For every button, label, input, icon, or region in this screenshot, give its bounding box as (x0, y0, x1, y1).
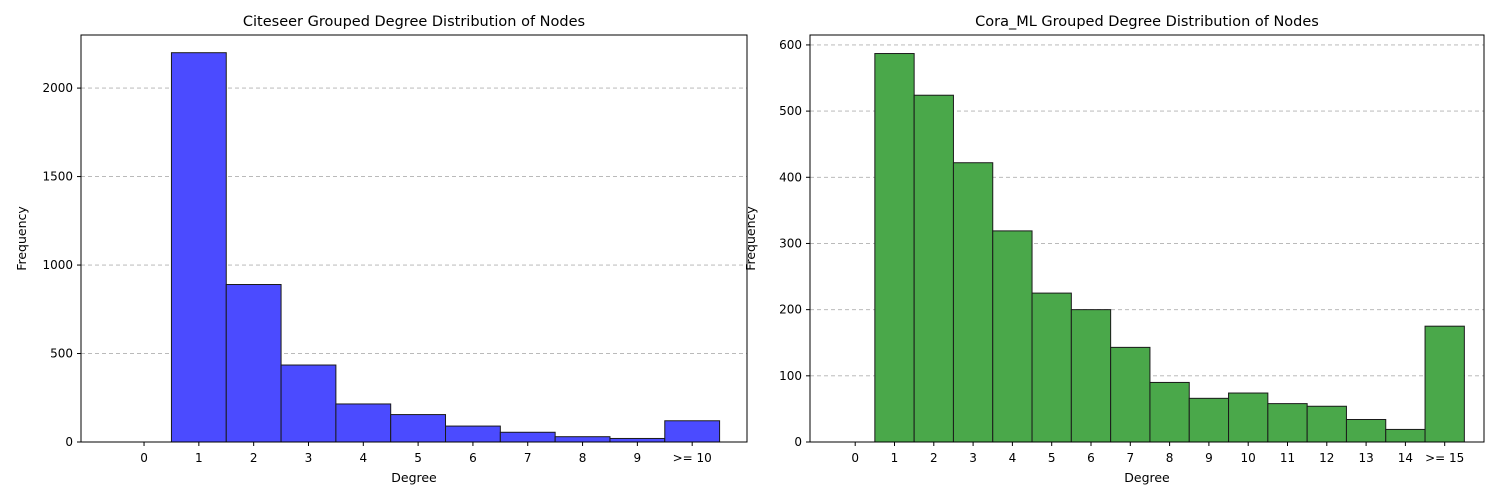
x-tick-label: 6 (469, 451, 477, 465)
x-tick-label: 3 (305, 451, 313, 465)
bar (1424, 325, 1465, 443)
x-tick-label: 11 (1280, 451, 1295, 465)
y-tick-label: 2000 (42, 81, 73, 95)
bar (1385, 428, 1426, 443)
x-tick-label: >= 15 (1425, 451, 1464, 465)
chart-citeseer: 0 1 2 3 4 5 6 7 8 9 >= 10 0 500 1000 1500 2000 Citeseer … (14, 14, 748, 485)
y-tick-label: 200 (779, 303, 802, 317)
bar (1228, 392, 1269, 443)
x-tick-label: 8 (579, 451, 587, 465)
x-tick-label: 0 (140, 451, 148, 465)
bar (1188, 397, 1230, 443)
bar (280, 364, 337, 443)
bar (390, 414, 447, 443)
bar (952, 162, 994, 443)
bar (992, 230, 1033, 443)
y-tick-label: 400 (779, 170, 802, 184)
x-tick-label: 2 (930, 451, 938, 465)
bar (499, 431, 556, 443)
axes-frame (809, 34, 1485, 443)
bar (1110, 346, 1151, 443)
chart-title: Citeseer Grouped Degree Distribution of … (243, 14, 585, 30)
bar (874, 53, 915, 443)
x-tick-label: 9 (1205, 451, 1213, 465)
x-tick-label: 5 (1048, 451, 1056, 465)
bar (1267, 403, 1308, 443)
x-tick-label: 4 (1009, 451, 1017, 465)
y-tick-label: 1500 (42, 170, 73, 184)
y-tick-label: 100 (779, 369, 802, 383)
y-tick-label: 500 (50, 347, 73, 361)
x-tick-label: >= 10 (673, 451, 712, 465)
x-tick-label: 7 (524, 451, 532, 465)
x-tick-label: 12 (1319, 451, 1334, 465)
x-tick-label: 3 (969, 451, 977, 465)
bar (664, 420, 721, 443)
x-tick-label: 0 (851, 451, 859, 465)
bar (170, 52, 227, 443)
x-tick-label: 1 (195, 451, 203, 465)
bar (1070, 309, 1112, 443)
bar (913, 94, 954, 443)
x-axis-label: Degree (391, 470, 437, 485)
bar (445, 425, 501, 443)
x-axis-label: Degree (1124, 470, 1170, 485)
y-tick-label: 0 (794, 435, 802, 449)
bar (225, 284, 282, 443)
x-tick-label: 2 (250, 451, 258, 465)
x-tick-label: 13 (1358, 451, 1373, 465)
bar (609, 437, 666, 443)
x-tick-label: 4 (359, 451, 367, 465)
y-tick-label: 0 (65, 435, 73, 449)
axes-frame (80, 34, 748, 443)
y-axis-label: Frequency (14, 206, 29, 271)
y-tick-label: 500 (779, 104, 802, 118)
x-tick-label: 1 (891, 451, 899, 465)
chart-cora-ml: 0 1 2 3 4 5 6 7 8 9 10 11 12 13 14 >= 15010020030040050… (743, 14, 1485, 485)
x-tick-label: 7 (1126, 451, 1134, 465)
x-tick-label: 10 (1241, 451, 1256, 465)
x-tick-label: 5 (414, 451, 422, 465)
bar (335, 403, 392, 443)
x-tick-label: 9 (634, 451, 642, 465)
bar (1306, 405, 1347, 443)
y-tick-label: 1000 (42, 258, 73, 272)
bar (1031, 292, 1072, 443)
x-tick-label: 6 (1087, 451, 1095, 465)
y-tick-label: 300 (779, 236, 802, 250)
bar (1149, 381, 1190, 443)
x-tick-label: 14 (1398, 451, 1413, 465)
x-tick-label: 8 (1166, 451, 1174, 465)
y-axis-label: Frequency (743, 206, 758, 271)
y-tick-label: 600 (779, 38, 802, 52)
bar (1345, 418, 1387, 443)
chart-title: Cora_ML Grouped Degree Distribution of N… (975, 14, 1319, 30)
bar (554, 436, 611, 443)
